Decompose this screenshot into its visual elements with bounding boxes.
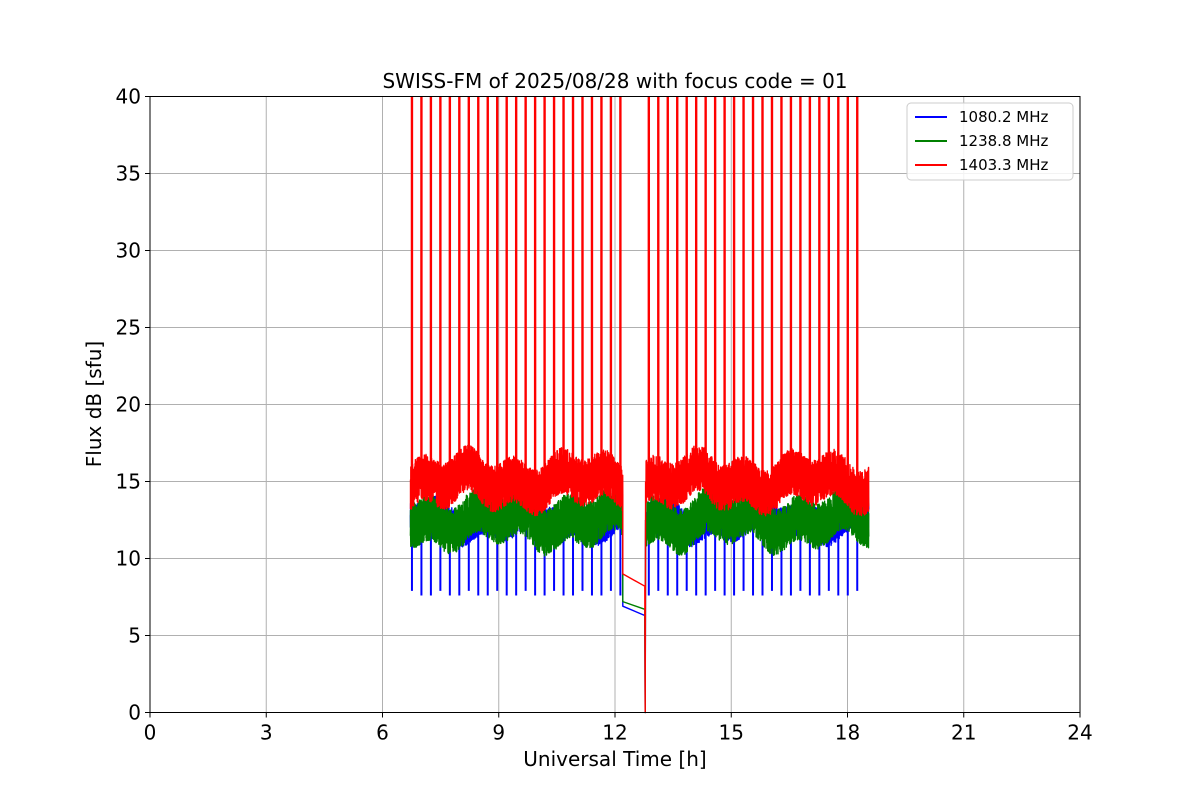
x-tick-label: 0 (144, 721, 157, 745)
legend-label: 1080.2 MHz (959, 108, 1048, 126)
y-tick-label: 15 (116, 470, 141, 494)
y-tick-label: 40 (116, 85, 141, 109)
series-line-2 (409, 444, 870, 714)
y-tick-label: 35 (116, 162, 141, 186)
x-tick-label: 15 (719, 721, 744, 745)
x-tick-label: 24 (1067, 721, 1092, 745)
plot-area (409, 96, 870, 714)
x-tick-label: 12 (602, 721, 627, 745)
x-axis-label: Universal Time [h] (523, 747, 706, 771)
legend: 1080.2 MHz 1238.8 MHz 1403.3 MHz (906, 102, 1074, 181)
y-axis-label: Flux dB [sfu] (82, 341, 106, 467)
y-tick-label: 25 (116, 316, 141, 340)
x-tick-label: 18 (835, 721, 860, 745)
x-tick-label: 21 (951, 721, 976, 745)
x-tick-label: 3 (260, 721, 273, 745)
y-tick-label: 0 (128, 701, 141, 725)
series-line-1 (409, 483, 870, 714)
y-tick-label: 30 (116, 239, 141, 263)
y-tick-label: 20 (116, 393, 141, 417)
legend-label: 1238.8 MHz (959, 132, 1048, 150)
legend-label: 1403.3 MHz (959, 156, 1048, 174)
axis-ticks: 0 3 6 9 12 15 18 21 24 0 5 10 15 20 25 30 35 40 (116, 85, 1093, 745)
legend-box (906, 102, 1074, 181)
y-tick-label: 10 (116, 547, 141, 571)
chart-title: SWISS-FM of 2025/08/28 with focus code =… (382, 69, 847, 93)
x-tick-label: 9 (492, 721, 505, 745)
x-tick-label: 6 (376, 721, 389, 745)
y-tick-label: 5 (128, 624, 141, 648)
